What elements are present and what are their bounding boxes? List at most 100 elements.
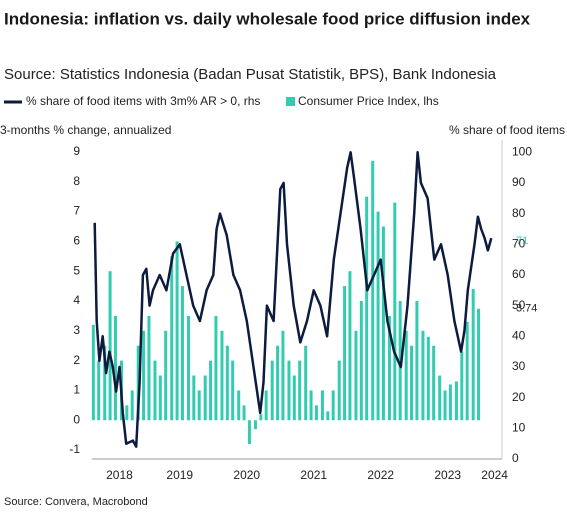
bar [471,289,475,421]
bar [371,160,375,421]
y-tick-label: 4 [73,293,80,307]
bar [292,375,296,421]
y-tick-label: 0 [73,412,80,426]
bar [426,336,430,421]
y2-axis-title: % share of food items [449,123,565,137]
y2-tick-label: 90 [512,175,526,189]
y2-tick-label: 20 [512,390,526,404]
bar [259,414,263,421]
bar [147,315,151,421]
y-tick-label: 1 [73,383,80,397]
bar [175,241,179,421]
y2-tick-label: 10 [512,420,526,434]
bar [465,321,469,421]
bar [220,330,224,421]
legend-label: Consumer Price Index, lhs [298,94,439,108]
y-tick-label: 3 [73,323,80,337]
bar [91,324,95,421]
x-tick-label: 2023 [434,468,461,482]
bar [443,390,447,421]
y-tick-label: 8 [73,174,80,188]
x-tick-label: 2024 [481,468,508,482]
bar [359,300,363,421]
bar [164,330,168,421]
bar [136,345,140,421]
bar [142,330,146,421]
x-tick-label: 2019 [166,468,193,482]
bar [326,411,330,421]
bar [97,360,101,421]
bar [298,360,302,421]
bar [264,390,268,421]
bar [448,384,452,421]
bar [103,345,107,421]
bar [287,360,291,421]
y-tick-label: 5 [73,263,80,277]
y-tick-label: 2 [73,353,80,367]
bar [231,360,235,421]
bar [237,390,241,421]
bar [276,345,280,421]
source: Source: Convera, Macrobond [4,496,148,508]
bar [113,315,117,421]
bar [381,226,385,421]
y-axis-title: 3-months % change, annualized [0,123,171,137]
bar [180,286,184,421]
bar [432,345,436,421]
y2-tick-label: 0 [512,451,519,465]
bar [153,360,157,421]
bar [348,271,352,421]
bar [343,286,347,421]
legend-bar-icon [286,97,295,106]
bar [253,420,257,430]
y2-tick-label: 30 [512,359,526,373]
y-tick-label: 6 [73,234,80,248]
y2-tick-label: 100 [512,144,532,158]
bar [304,345,308,421]
annotation: 3.74 [516,303,537,315]
bar [415,300,419,421]
bar [365,196,369,421]
bar [454,381,458,421]
bar [320,390,324,421]
bar [354,330,358,421]
y-tick-label: -1 [69,442,80,456]
bar [337,360,341,421]
y-tick-label: 7 [73,204,80,218]
y2-tick-label: 70 [512,236,526,250]
bar [247,420,251,445]
bar [170,256,174,421]
bar [225,345,229,421]
y2-tick-label: 50 [512,298,526,312]
x-tick-label: 2018 [106,468,133,482]
bar [460,351,464,421]
bar [130,390,134,421]
bar [331,390,335,421]
chart-title: Indonesia: inflation vs. daily wholesale… [4,9,531,28]
y2-tick-label: 80 [512,206,526,220]
y2-tick-label: 40 [512,328,526,342]
bar [421,330,425,421]
annotation: 71 [516,235,528,247]
bar [387,315,391,421]
y-tick-label: 9 [73,144,80,158]
bar [398,300,402,421]
legend-label: % share of food items with 3m% AR > 0, r… [26,94,260,108]
bar [125,405,129,421]
bar [214,315,218,421]
bar [158,375,162,421]
bar [203,375,207,421]
x-tick-label: 2021 [300,468,327,482]
x-tick-label: 2022 [367,468,394,482]
bar [477,308,481,421]
bar [186,315,190,421]
bar [410,345,414,421]
bar [281,330,285,421]
bar [376,211,380,421]
bar [209,360,213,421]
bar [242,405,246,421]
bar [404,330,408,421]
bar [192,375,196,421]
bar [438,375,442,421]
